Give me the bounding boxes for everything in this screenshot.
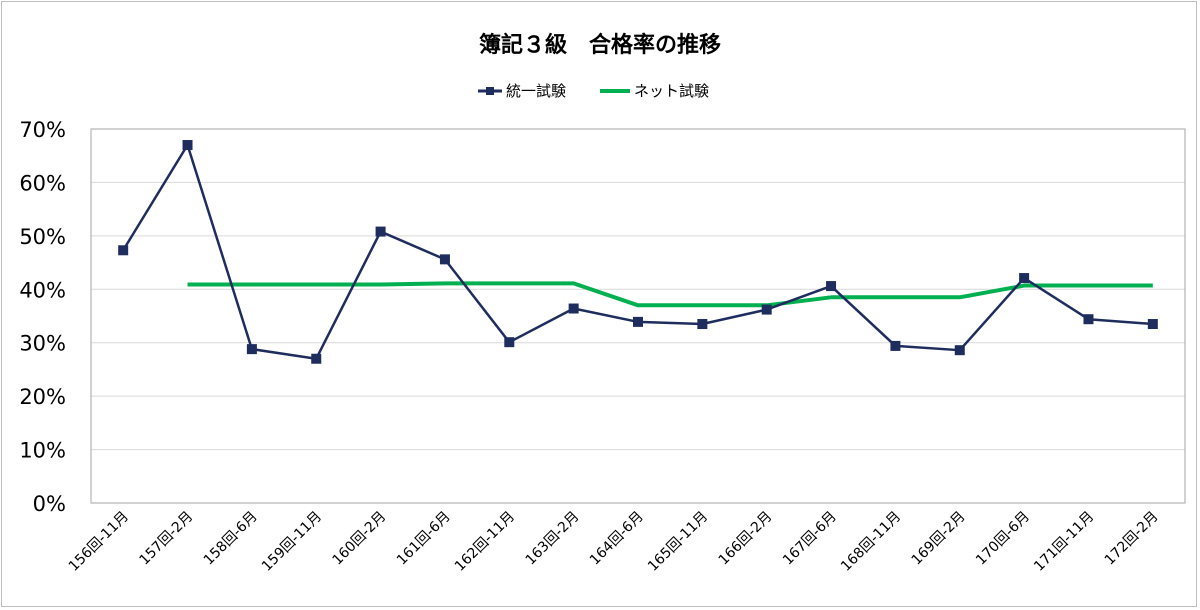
y-tick-label: 10% (19, 439, 66, 463)
legend-label-series-1: 統一試験 (506, 82, 566, 100)
y-tick-label: 40% (19, 278, 66, 302)
data-point (1083, 314, 1094, 325)
x-tick-label: 158回-6月 (201, 509, 261, 569)
data-point (439, 254, 450, 265)
y-tick-label: 60% (19, 171, 66, 195)
data-point (182, 140, 193, 151)
x-tick-label: 161回-6月 (394, 509, 454, 569)
y-tick-label: 50% (19, 225, 66, 249)
legend-item-series-1: 統一試験 (478, 82, 566, 100)
x-tick-label: 170回-6月 (973, 509, 1033, 569)
data-point (118, 245, 129, 256)
data-point (826, 281, 837, 292)
data-point (504, 337, 515, 348)
data-point (375, 226, 386, 237)
data-point (761, 304, 772, 315)
data-point (697, 319, 708, 330)
x-tick-label: 157回-2月 (136, 509, 196, 569)
data-point (246, 344, 257, 355)
legend-item-series-2: ネット試験 (600, 82, 709, 100)
data-point (568, 303, 579, 314)
y-tick-label: 20% (19, 385, 66, 409)
x-tick-label: 169回-2月 (909, 509, 969, 569)
data-point (633, 316, 643, 327)
x-tick-label: 172回-2月 (1102, 509, 1162, 569)
data-point (890, 340, 901, 351)
data-point (1147, 319, 1158, 330)
series-line-2 (187, 281, 1153, 308)
x-tick-label: 166回-2月 (716, 509, 776, 569)
x-tick-label: 162回-11月 (452, 509, 518, 575)
x-tick-label: 159回-11月 (259, 509, 325, 575)
x-tick-label: 164回-6月 (587, 509, 647, 569)
x-tick-label: 167回-6月 (780, 509, 840, 569)
legend-marker-series-1 (486, 87, 494, 95)
chart-title: 簿記３級 合格率の推移 (479, 32, 721, 58)
series-layer (118, 140, 1158, 364)
y-tick-label: 0% (33, 492, 66, 516)
data-point (954, 345, 965, 356)
y-axis-ticks: 0% 10% 20% 30% 40% 50% 60% 70% (19, 118, 66, 516)
x-tick-label: 168回-11月 (838, 509, 904, 575)
x-tick-label: 165回-11月 (645, 509, 711, 575)
y-tick-label: 30% (19, 332, 66, 356)
x-tick-label: 156回-11月 (66, 509, 132, 575)
x-tick-label: 160回-2月 (330, 509, 390, 569)
legend-label-series-2: ネット試験 (634, 82, 709, 100)
gridlines (91, 181, 1185, 451)
data-point (311, 353, 322, 364)
x-tick-label: 171回-11月 (1031, 509, 1097, 575)
y-tick-label: 70% (19, 118, 66, 142)
x-tick-label: 163回-2月 (523, 509, 583, 569)
legend: 統一試験 ネット試験 (478, 82, 709, 100)
plot-area (90, 128, 1186, 504)
data-point (1019, 273, 1030, 284)
